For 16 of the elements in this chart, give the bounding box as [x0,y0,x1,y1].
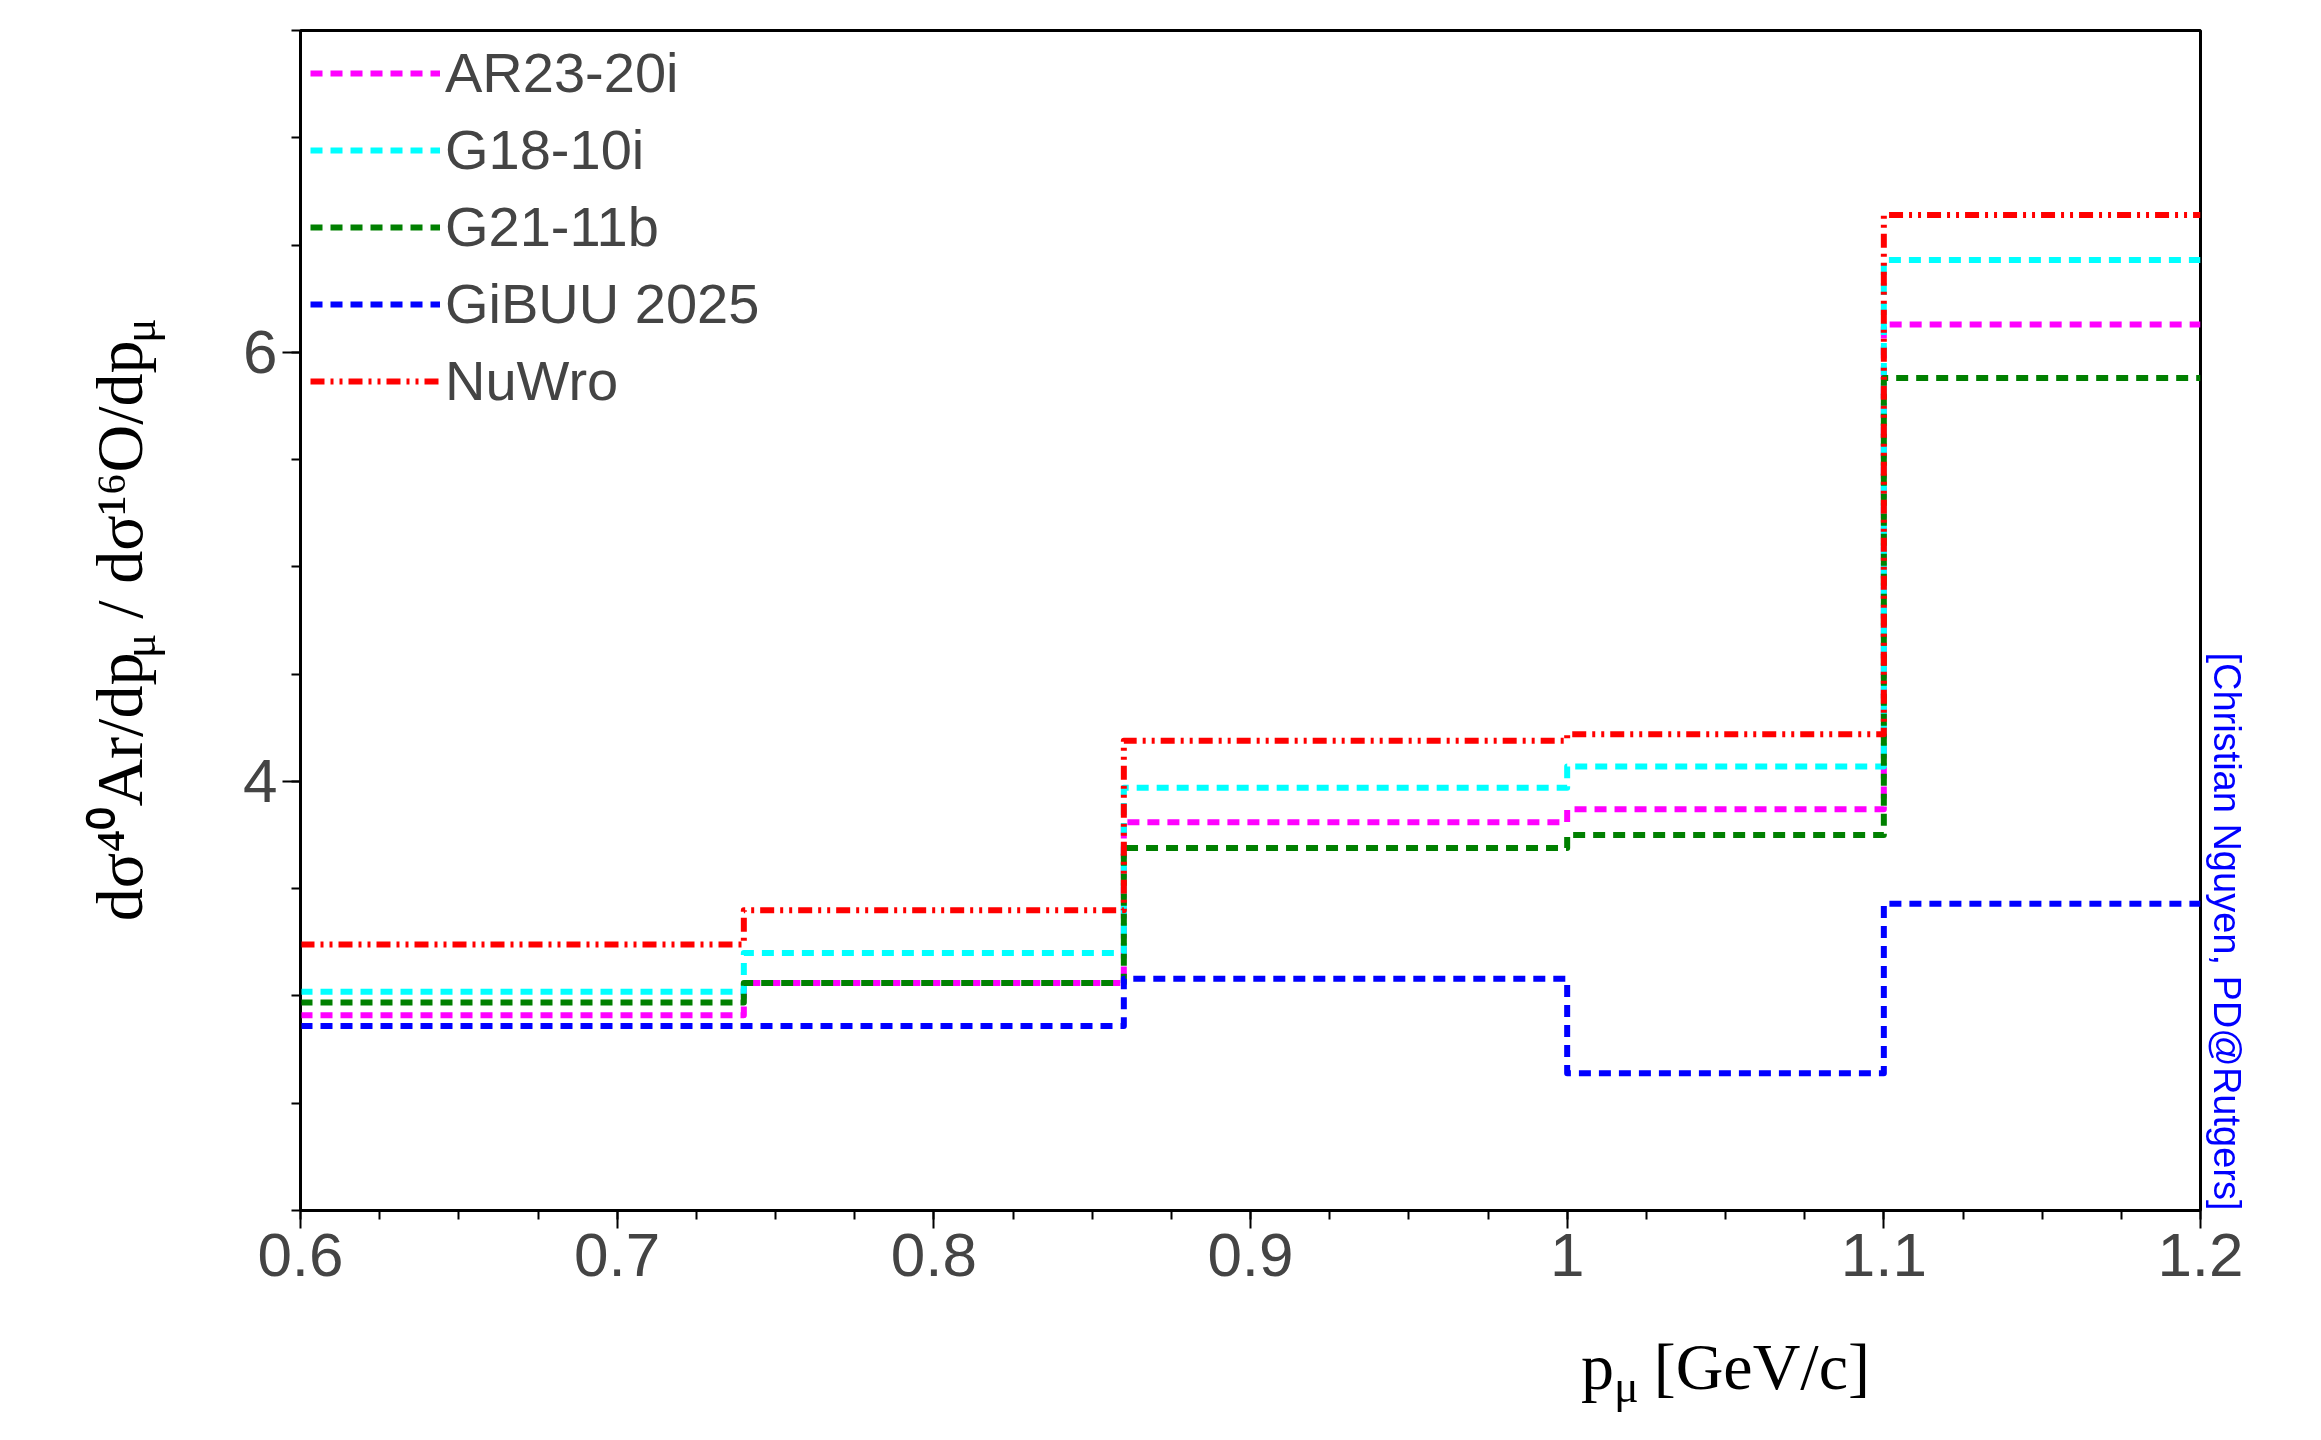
y-axis-title: dσ⁴⁰Ar/dpμ / dσ¹⁶O/dpμ [83,318,165,922]
x-tick-label: 0.7 [574,1219,661,1289]
y-tick-label: 6 [243,317,278,387]
x-tick-label: 0.8 [890,1219,977,1289]
legend-label: G21-11b [445,194,659,259]
x-tick-label: 1.2 [2157,1219,2244,1289]
legend-label: GiBUU 2025 [445,271,760,336]
text: [Christian Nguyen, PD@Rutgers] [2205,652,2248,1211]
y-tick-label: 4 [243,746,278,816]
legend-label: NuWro [445,348,619,413]
x-tick-label: 1 [1549,1219,1585,1289]
legend-label: AR23-20i [445,40,679,105]
x-tick-label: 0.9 [1207,1219,1294,1289]
x-tick-label: 0.6 [257,1219,344,1289]
x-tick-label: 1.1 [1840,1219,1927,1289]
legend-label: G18-10i [445,117,645,182]
